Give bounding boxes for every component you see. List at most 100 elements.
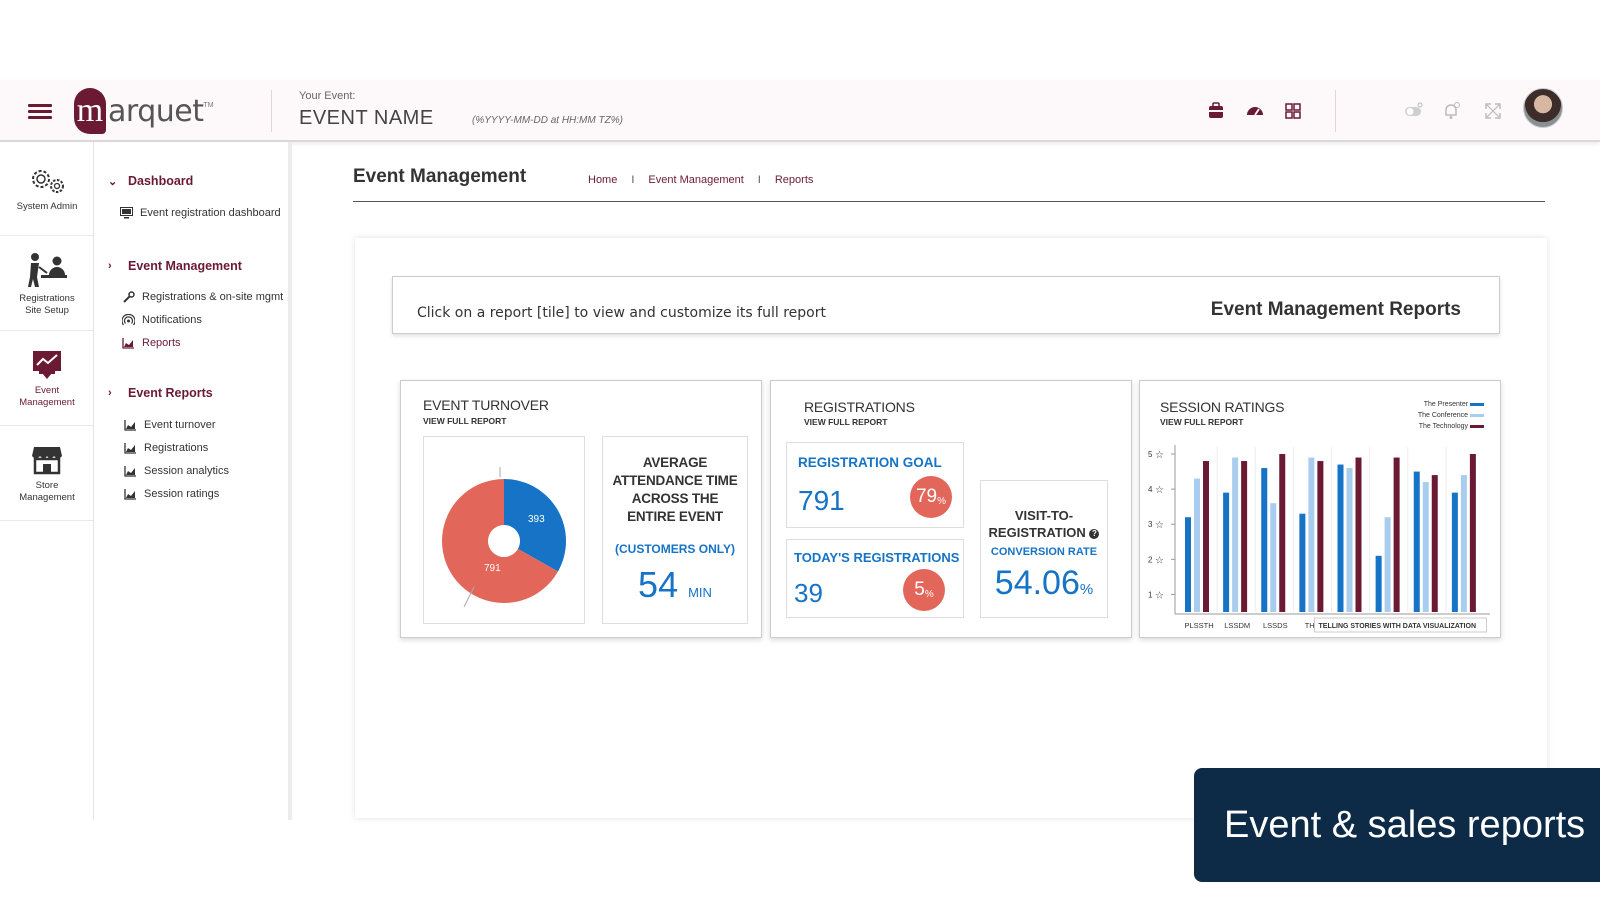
breadcrumb-home[interactable]: Home [588,174,618,186]
pie-slice[interactable] [504,479,566,572]
grid-apps-icon[interactable] [1283,101,1303,121]
donut-group [442,479,566,603]
rating-bar[interactable] [1241,461,1248,612]
breadcrumb-reports[interactable]: Reports [774,174,814,186]
area-chart-icon [124,489,136,500]
menu-section-label: Event Reports [128,386,213,400]
rating-bar[interactable] [1460,475,1467,612]
rail-registrations-site-setup[interactable]: Registrations Site Setup [0,237,94,331]
area-chart-icon [124,420,136,431]
rating-bar[interactable] [1223,492,1230,612]
rail-label: Event [34,384,60,396]
rating-bar[interactable] [1337,464,1344,612]
menu-item-event-turnover[interactable]: Event turnover [124,419,216,431]
rating-bar[interactable] [1413,471,1420,612]
event-chart-icon [33,350,61,379]
turnover-pie-tile: 393 791 [423,436,585,624]
menu-section-dashboard[interactable]: ⌄ Dashboard [108,174,193,188]
bell-icon[interactable] [1441,101,1461,121]
header-divider-right [1335,90,1336,132]
rating-bar[interactable] [1194,478,1200,612]
legend-swatch [1470,402,1484,406]
avg-attendance-unit: MIN [688,585,712,600]
menu-item-registrations[interactable]: Registrations [124,442,208,454]
breadcrumb-event-management[interactable]: Event Management [648,174,744,186]
area-chart-icon [122,338,134,349]
menu-item-session-ratings[interactable]: Session ratings [124,488,219,500]
rating-bar[interactable] [1355,457,1362,612]
session-ratings-tile[interactable]: SESSION RATINGS VIEW FULL REPORT The Pre… [1139,380,1501,638]
rating-bar[interactable] [1393,457,1400,612]
menu-item-registrations-onsite[interactable]: Registrations & on-site mgmt [122,291,283,303]
today-percent-badge: 5% [903,569,945,611]
promo-banner: Event & sales reports [1194,768,1600,882]
goal-percent-value: 79 [915,486,938,507]
legend-item: The Conference [1418,410,1484,421]
menu-item-notifications[interactable]: Notifications [122,314,202,326]
conversion-rate-label: CONVERSION RATE [990,546,1098,558]
registration-goal-tile: REGISTRATION GOAL 791 79% [786,442,964,528]
pie-label-red: 791 [484,563,501,574]
x-tick-label: LSSDM [1224,621,1250,630]
pie-label-blue: 393 [528,514,545,525]
menu-section-event-reports[interactable]: › Event Reports [108,386,213,400]
registrations-tile[interactable]: REGISTRATIONS VIEW FULL REPORT REGISTRAT… [770,380,1132,638]
pie-leader-line [463,586,475,608]
menu-item-session-analytics[interactable]: Session analytics [124,465,229,477]
visit-label-line: REGISTRATION [988,525,1086,540]
rating-bar[interactable] [1375,555,1382,612]
menu-item-label: Session analytics [144,465,229,477]
gauge-icon[interactable] [1245,101,1265,121]
app-logo[interactable]: m arquet TM [74,88,214,134]
avg-label-line: ACROSS THE [631,491,719,506]
rating-bar[interactable] [1469,454,1476,612]
rating-bar[interactable] [1384,517,1391,612]
icon-rail: System Admin Registrations Site Setup Ev… [0,142,94,530]
registration-goal-value: 791 [798,485,845,516]
legend-swatch [1470,413,1484,417]
menu-item-event-registration-dashboard[interactable]: Event registration dashboard [120,207,281,219]
event-turnover-tile[interactable]: EVENT TURNOVER VIEW FULL REPORT 393 791 … [400,380,762,638]
rail-store-management[interactable]: Store Management [0,427,94,521]
view-full-report-link[interactable]: VIEW FULL REPORT [804,417,888,427]
bar-tooltip [1314,617,1487,633]
avg-label-line: ATTENDANCE TIME [612,473,738,488]
pie-slice[interactable] [442,479,558,603]
rating-bar[interactable] [1203,461,1209,612]
menu-item-label: Registrations [144,442,209,454]
fullscreen-icon[interactable] [1483,101,1503,121]
rail-event-management[interactable]: Event Management [0,332,94,426]
hamburger-menu-icon[interactable] [28,104,52,120]
briefcase-icon[interactable] [1206,101,1226,121]
rating-bar[interactable] [1317,461,1324,612]
y-tick-label: 4 [1148,485,1153,494]
rating-bar[interactable] [1346,468,1353,612]
rating-bar[interactable] [1451,492,1458,612]
rating-bar[interactable] [1232,457,1239,612]
menu-section-event-management[interactable]: › Event Management [108,259,242,273]
rating-bar[interactable] [1422,482,1429,612]
reports-title: Event Management Reports [1210,299,1461,320]
breadcrumb-separator: I [631,174,635,186]
event-name[interactable]: EVENT NAME [299,107,434,129]
star-icon: ☆ [1155,555,1164,566]
view-full-report-link[interactable]: VIEW FULL REPORT [1160,417,1244,427]
rail-label: System Admin [16,200,78,212]
view-full-report-link[interactable]: VIEW FULL REPORT [423,416,507,426]
rating-bar[interactable] [1270,503,1277,612]
rail-label: Management [19,491,75,503]
rating-bar[interactable] [1431,475,1438,612]
rating-bar[interactable] [1261,468,1268,612]
goal-percent-badge: 79% [910,476,952,518]
header-divider [271,90,272,132]
question-circle-icon[interactable]: ? [1089,528,1100,539]
rating-bar[interactable] [1299,513,1306,612]
rating-bar[interactable] [1308,457,1315,612]
rail-system-admin[interactable]: System Admin [0,142,94,236]
rating-bar[interactable] [1279,454,1286,612]
user-avatar[interactable] [1523,88,1563,128]
menu-item-reports[interactable]: Reports [122,337,181,349]
rating-bar[interactable] [1185,517,1191,612]
toggle-icon[interactable] [1403,101,1423,121]
rail-border [93,142,94,820]
